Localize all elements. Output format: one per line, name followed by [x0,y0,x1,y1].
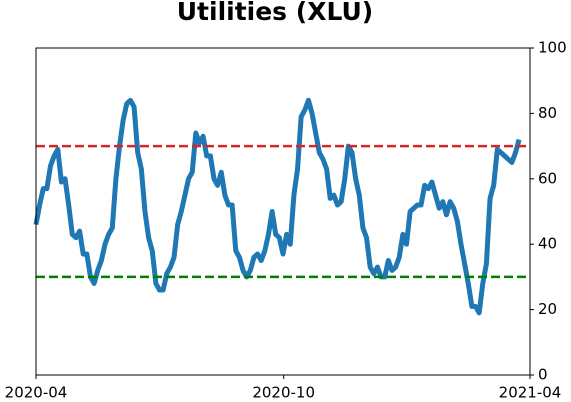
x-tick-label: 2020-04 [5,384,68,402]
y-tick-label: 60 [538,169,557,187]
y-tick-label: 20 [538,300,557,318]
y-tick-label: 100 [538,39,567,57]
y-tick-label: 0 [538,366,548,384]
y-tick-label: 80 [538,104,557,122]
chart-title: Utilities (XLU) [177,0,373,26]
line [33,97,522,316]
plot-frame [35,47,531,376]
x-tick-label: 2021-04 [499,384,562,402]
y-tick-label: 40 [538,235,557,253]
x-tick-label: 2020-10 [252,384,315,402]
